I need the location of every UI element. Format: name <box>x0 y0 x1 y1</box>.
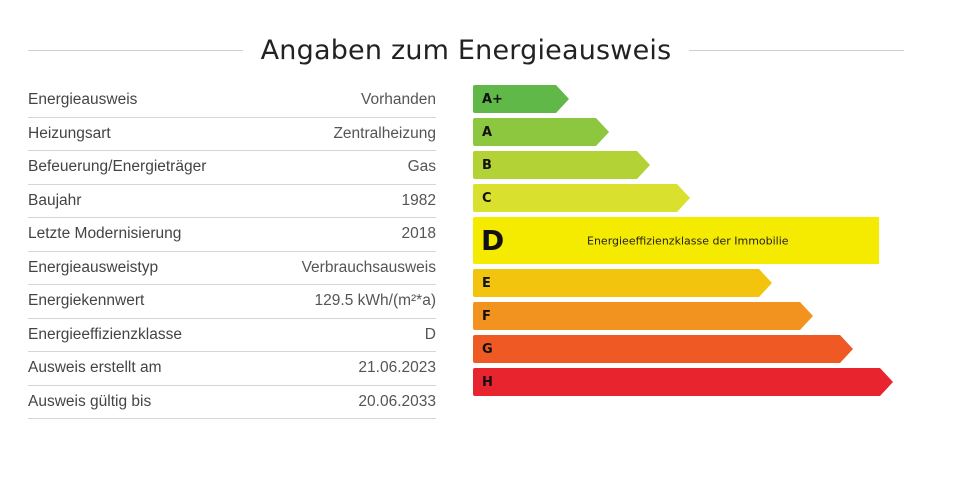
energy-class-bar-a-plus: A+ <box>473 85 569 113</box>
row-value: 20.06.2033 <box>358 392 436 410</box>
energy-class-bar-a: A <box>473 118 609 146</box>
energy-info-table: Energieausweis Vorhanden Heizungsart Zentra… <box>28 84 436 419</box>
row-label: Baujahr <box>28 191 82 209</box>
row-value: Verbrauchsausweis <box>301 258 436 276</box>
energy-class-bar-c: C <box>473 184 690 212</box>
energy-class-label: A+ <box>482 91 503 107</box>
energy-class-label: D <box>481 224 505 257</box>
energy-class-label: H <box>482 374 493 390</box>
table-row: Energiekennwert 129.5 kWh/(m²*a) <box>28 285 436 319</box>
table-row: Ausweis erstellt am 21.06.2023 <box>28 352 436 386</box>
table-row: Heizungsart Zentralheizung <box>28 118 436 151</box>
section-header: Angaben zum Energieausweis <box>28 28 905 72</box>
header-rule-left <box>28 49 243 51</box>
row-value: 1982 <box>401 191 436 209</box>
row-value: D <box>424 325 436 343</box>
table-row: Energieausweis Vorhanden <box>28 84 436 118</box>
row-value: 129.5 kWh/(m²*a) <box>314 292 436 310</box>
row-label: Energieausweistyp <box>28 258 159 276</box>
energy-class-bar-g: G <box>473 335 853 363</box>
table-row: Energieausweistyp Verbrauchsausweis <box>28 252 436 285</box>
row-label: Befeuerung/Energieträger <box>28 158 207 176</box>
energy-class-bar-e: E <box>473 269 772 297</box>
energy-class-label: G <box>482 341 493 357</box>
energy-class-bar-b: B <box>473 151 650 179</box>
row-label: Energieausweis <box>28 91 138 109</box>
row-label: Energiekennwert <box>28 292 145 310</box>
table-row: Letzte Modernisierung 2018 <box>28 218 436 252</box>
table-row: Baujahr 1982 <box>28 185 436 218</box>
energy-class-label: C <box>482 190 492 206</box>
row-value: 21.06.2023 <box>358 359 436 377</box>
row-label: Letzte Modernisierung <box>28 225 182 243</box>
table-row: Befeuerung/Energieträger Gas <box>28 151 436 185</box>
row-value: 2018 <box>401 225 436 243</box>
energy-class-label: A <box>482 124 493 140</box>
current-class-description: Energieeffizienzklasse der Immobilie <box>587 234 789 247</box>
energy-class-bar-d: D Energieeffizienzklasse der Immobilie <box>473 217 879 264</box>
row-label: Ausweis erstellt am <box>28 359 162 377</box>
energy-efficiency-scale: A+ A B C D Energieeffizienzklasse der Immobil… <box>473 84 903 404</box>
row-label: Heizungsart <box>28 124 111 142</box>
energy-class-label: F <box>482 308 491 324</box>
row-label: Energieeffizienzklasse <box>28 325 182 343</box>
header-rule-right <box>689 49 905 51</box>
row-value: Gas <box>407 158 436 176</box>
row-value: Zentralheizung <box>333 124 436 142</box>
energy-class-bar-f: F <box>473 302 813 330</box>
row-label: Ausweis gültig bis <box>28 392 152 410</box>
table-row: Energieeffizienzklasse D <box>28 319 436 352</box>
energy-class-label: E <box>482 275 491 291</box>
page-title: Angaben zum Energieausweis <box>260 34 672 66</box>
energy-class-label: B <box>482 157 492 173</box>
row-value: Vorhanden <box>361 91 436 109</box>
energy-class-bar-h: H <box>473 368 893 396</box>
table-row: Ausweis gültig bis 20.06.2033 <box>28 386 436 419</box>
